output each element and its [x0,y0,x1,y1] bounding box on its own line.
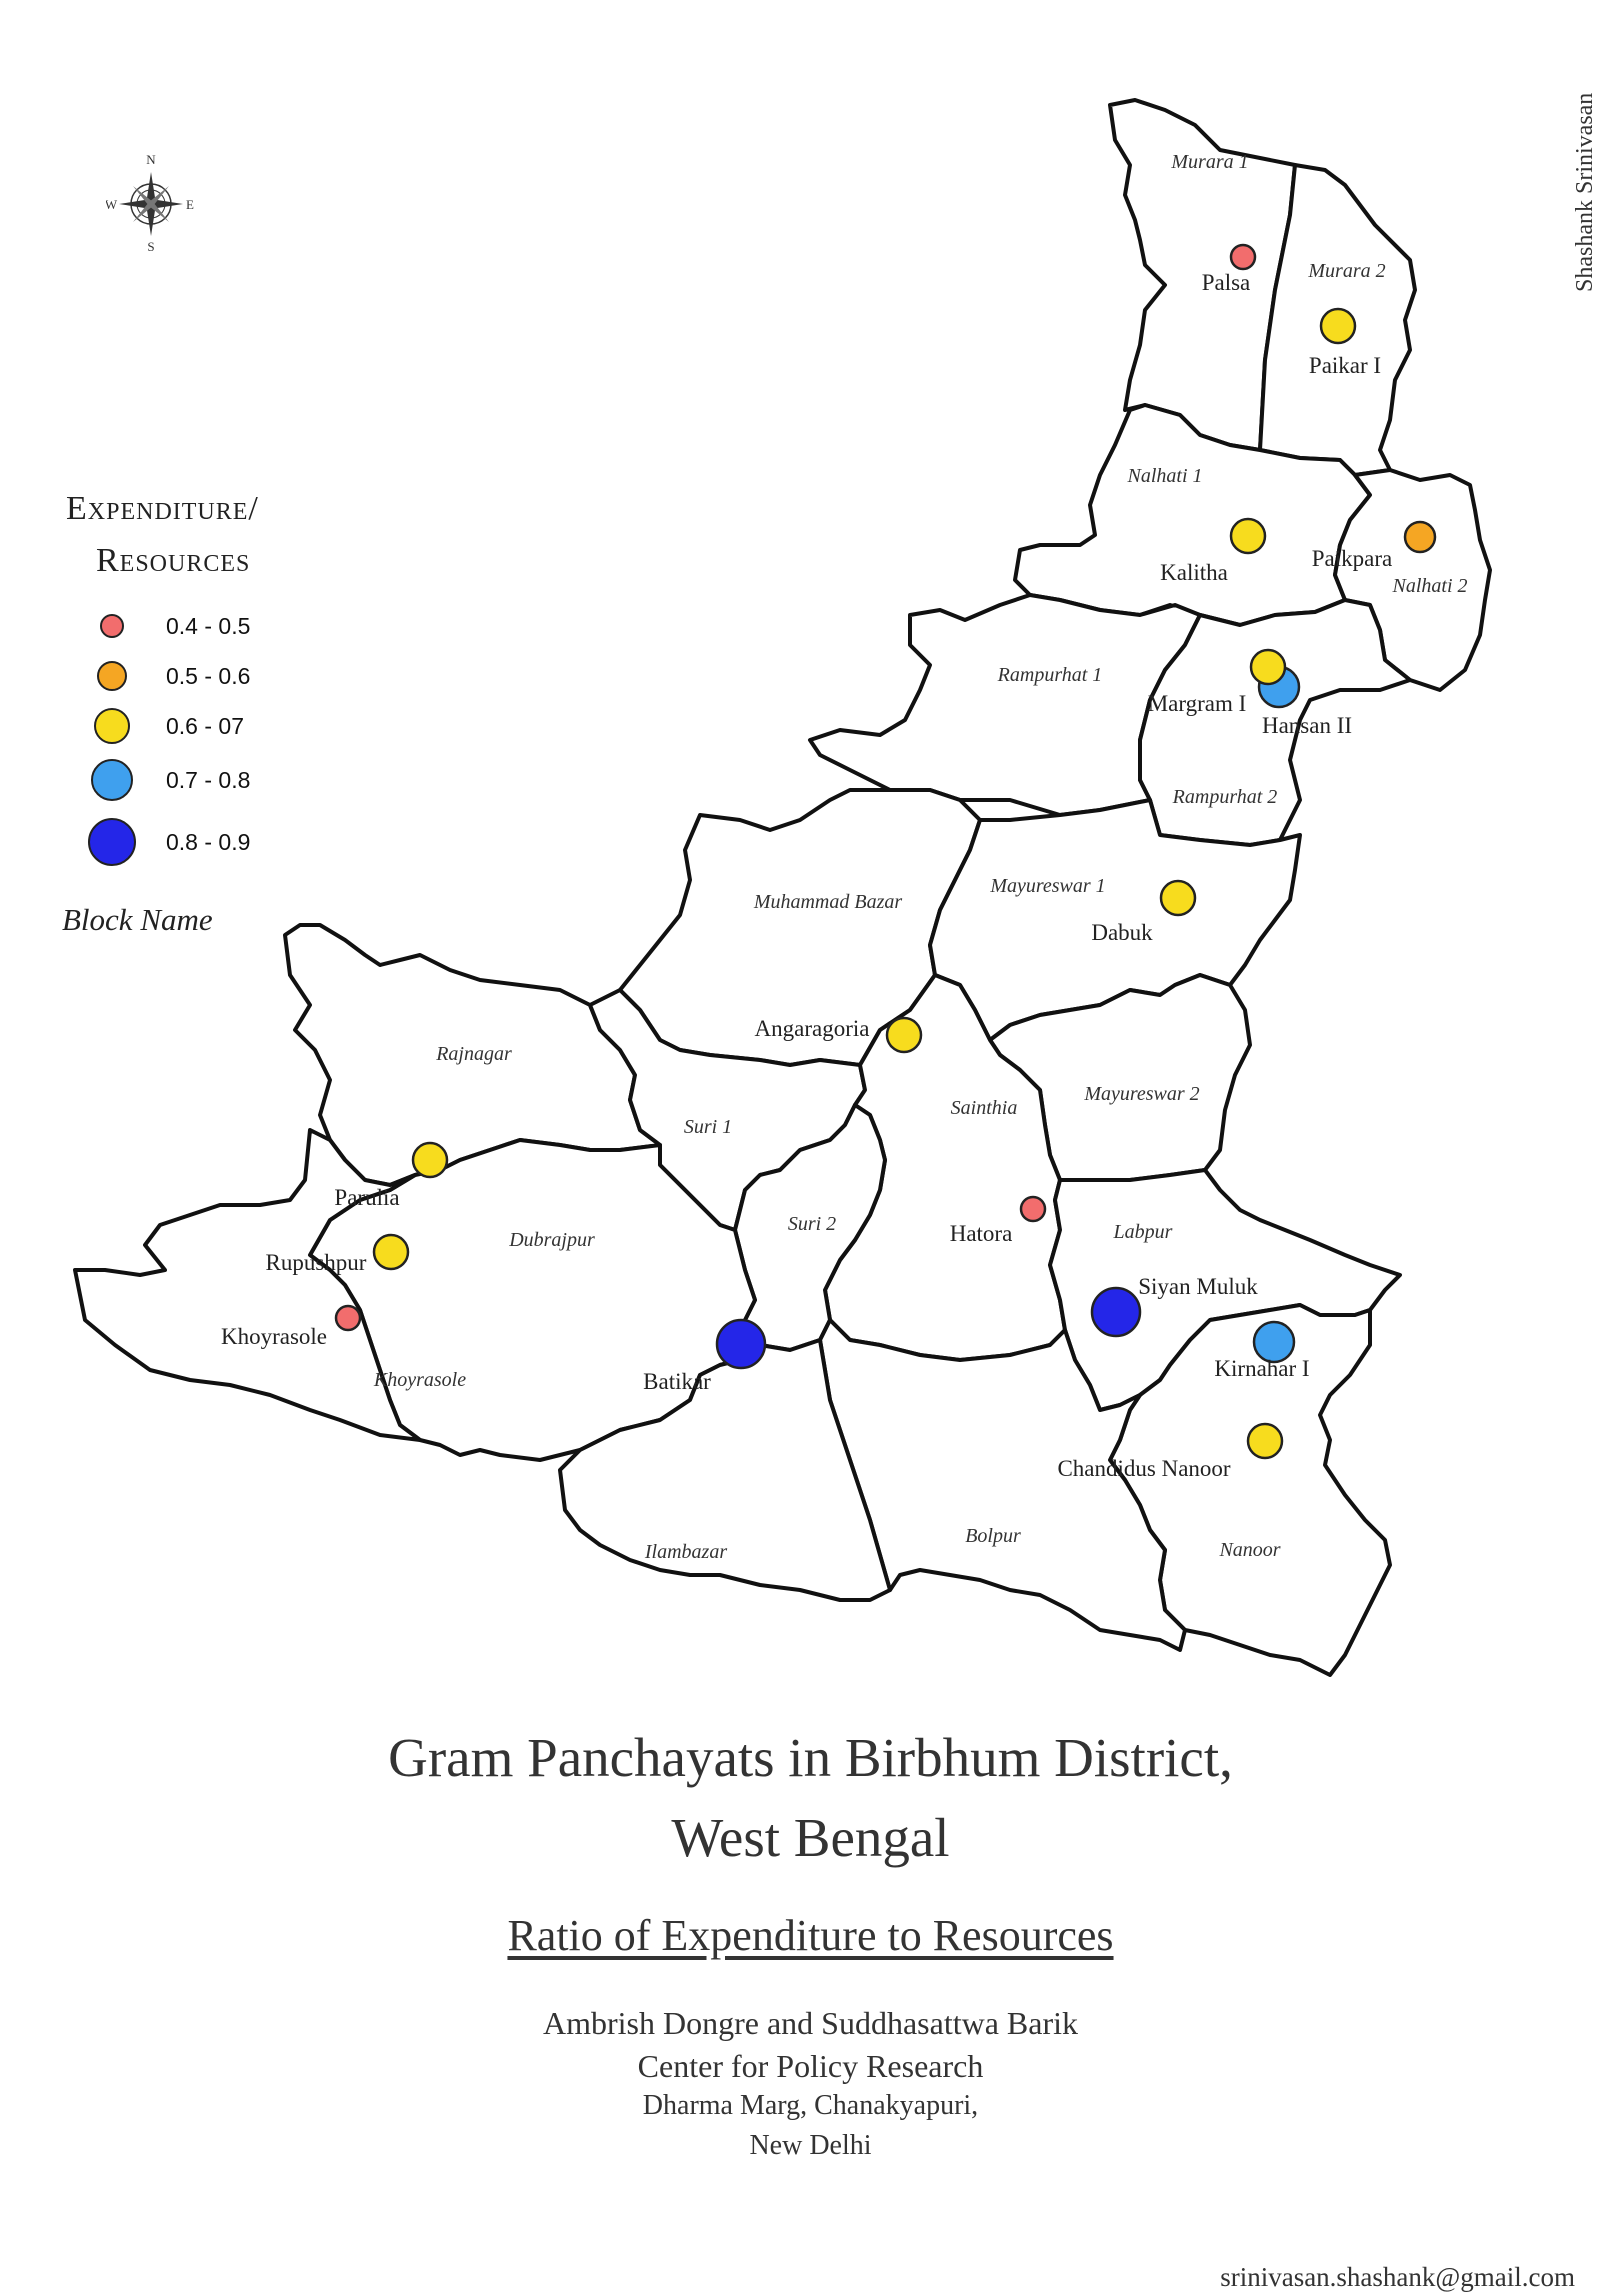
compass-e: E [186,197,194,212]
block-label-dubrajpur: Dubrajpur [508,1229,595,1251]
block-label-suri-1: Suri 1 [684,1116,732,1138]
compass-n: N [146,152,156,167]
gp-label-palsa: Palsa [1202,270,1251,295]
block-ilambazar [558,1338,892,1602]
block-nalhati-2 [1333,468,1492,692]
credit-org: Center for Policy Research [637,2048,984,2084]
marker-paikar [1319,307,1357,345]
block-label-murara-2: Murara 2 [1307,260,1385,282]
legend-label-1: 0.5 - 0.6 [166,662,251,689]
block-label-nalhati-1: Nalhati 1 [1126,465,1202,487]
legend-dot-2 [94,708,130,744]
gp-label-batikar: Batikar [643,1369,711,1394]
map-author: Shashank Srinivasan [1572,92,1598,292]
marker-palsa [1229,243,1257,271]
marker-siyanmuluk [1090,1286,1142,1338]
gp-label-dabuk: Dabuk [1091,920,1153,945]
block-khoyrasole [73,1128,422,1442]
gp-label-paikpara: Paikpara [1312,546,1392,571]
gp-label-siyanmuluk: Siyan Muluk [1138,1274,1258,1299]
block-label-nanoor: Nanoor [1218,1539,1280,1561]
marker-parulia [411,1141,449,1179]
email: srinivasan.shashank@gmail.com [1220,2262,1575,2292]
block-label-suri-2: Suri 2 [788,1213,836,1235]
gp-label-kirnahar: Kirnahar I [1214,1356,1309,1381]
marker-batikar [715,1318,767,1370]
legend-title-line1: Expenditure/ [66,490,259,527]
gp-label-khoyrasole: Khoyrasole [221,1324,327,1349]
legend-item-1: 0.5 - 0.6 [92,656,250,696]
subtitle: Ratio of Expenditure to Resources [507,1911,1114,1960]
compass-s: S [147,239,154,252]
legend-item-3: 0.7 - 0.8 [91,759,250,801]
marker-kalitha [1229,517,1267,555]
block-label-labpur: Labpur [1113,1221,1173,1243]
credit-address1: Dharma Marg, Chanakyapuri, [642,2090,979,2121]
block-label-rampurhat-2: Rampurhat 2 [1172,786,1278,808]
block-label-rajnagar: Rajnagar [435,1043,512,1065]
panchayat-markers [334,243,1437,1460]
block-label-bolpur: Bolpur [965,1525,1021,1547]
block-boundaries [73,98,1492,1677]
block-label-sainthia: Sainthia [951,1097,1018,1119]
marker-khoyrasole [334,1304,362,1332]
legend-dot-1 [97,661,127,691]
marker-dabuk [1159,879,1197,917]
legend-item-2: 0.6 - 07 [92,706,244,746]
legend-title-line2: Resources [96,542,251,579]
legend-block-name-key: Block Name [62,902,213,937]
gp-label-hatora: Hatora [950,1221,1013,1246]
marker-chandidas [1246,1422,1284,1460]
credit-authors: Ambrish Dongre and Suddhasattwa Barik [542,2005,1078,2041]
block-label-mayureswar-2: Mayureswar 2 [1083,1083,1199,1105]
title-line2: West Bengal [671,1807,950,1868]
legend-label-0: 0.4 - 0.5 [166,612,251,639]
title-line1: Gram Panchayats in Birbhum District, [388,1727,1233,1788]
legend-item-0: 0.4 - 0.5 [92,606,250,646]
gp-label-paikar: Paikar I [1309,353,1381,378]
marker-rupushpur [372,1233,410,1271]
gp-label-chandidas: Chandidus Nanoor [1057,1456,1230,1481]
marker-margram [1249,648,1287,686]
legend-label-3: 0.7 - 0.8 [166,766,251,793]
gp-label-rupushpur: Rupushpur [266,1250,367,1275]
gp-label-hansan: Hansan II [1262,713,1352,738]
block-label-ilambazar: Ilambazar [644,1541,727,1563]
compass-rose-icon: N S E W [106,152,194,252]
credit-address2: New Delhi [749,2130,872,2161]
gp-label-kalitha: Kalitha [1160,560,1228,585]
gp-label-margram: Margram I [1148,691,1247,716]
block-labels: Murara 1 Murara 2 Nalhati 1 Nalhati 2 Ra… [373,151,1468,1563]
compass-w: W [106,197,118,212]
legend-label-4: 0.8 - 0.9 [166,828,251,855]
legend-dot-0 [100,614,124,638]
gp-label-parulia: Parulia [334,1185,399,1210]
block-label-muhammad-bazar: Muhammad Bazar [753,891,903,913]
marker-paikpara [1403,520,1437,554]
block-label-murara-1: Murara 1 [1170,151,1248,173]
panchayat-labels: Palsa Paikar I Kalitha Paikpara Margram … [221,270,1392,1481]
block-rampurhat-2 [1138,598,1412,847]
legend-dot-3 [91,759,133,801]
block-label-khoyrasole: Khoyrasole [373,1369,466,1391]
marker-angaragoria [885,1016,923,1054]
block-label-rampurhat-1: Rampurhat 1 [997,664,1103,686]
legend-item-4: 0.8 - 0.9 [88,818,250,866]
block-label-nalhati-2: Nalhati 2 [1391,575,1467,597]
block-label-mayureswar-1: Mayureswar 1 [989,875,1105,897]
legend-dot-4 [88,818,136,866]
marker-hatora [1019,1195,1047,1223]
gp-label-angaragoria: Angaragoria [755,1016,870,1041]
legend-label-2: 0.6 - 07 [166,712,244,739]
marker-kirnahar [1252,1320,1296,1364]
